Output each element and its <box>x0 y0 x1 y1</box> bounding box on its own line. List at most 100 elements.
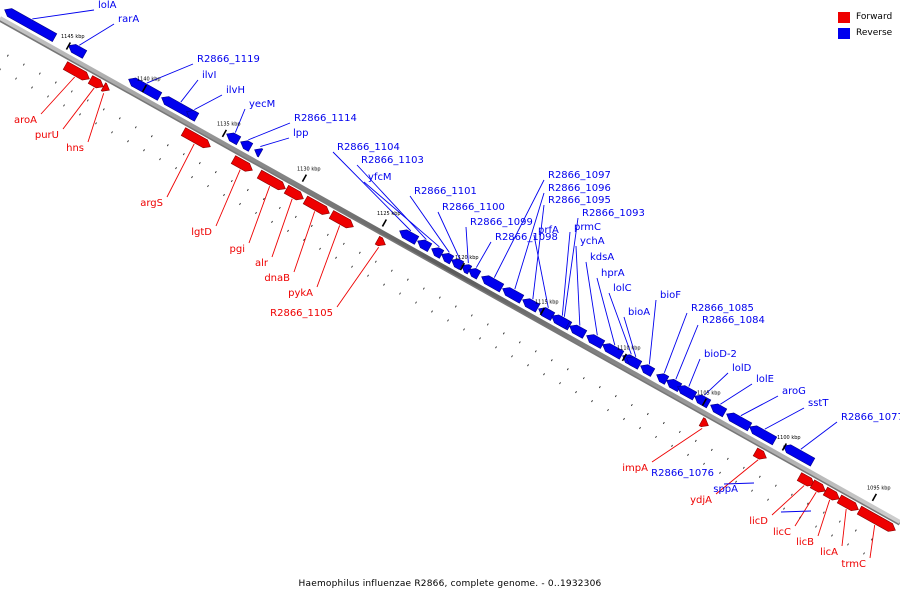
minor-tick <box>534 350 537 353</box>
gene-lold <box>694 394 712 409</box>
leader-arog <box>740 395 779 417</box>
gene-ycha <box>569 324 588 339</box>
gene-r2866-1077 <box>783 444 816 467</box>
minor-tick <box>799 516 801 519</box>
label-args: argS <box>140 198 163 209</box>
minor-tick <box>278 206 281 210</box>
gene-hns <box>100 82 110 92</box>
leader-licb <box>817 499 831 537</box>
leader-r2866-1114 <box>248 122 291 141</box>
genome-caption: Haemophilus influenzae R2866, complete g… <box>298 579 602 589</box>
gene-r2866-1097 <box>481 275 505 293</box>
leader-kdsa <box>585 261 598 336</box>
minor-tick <box>566 368 569 371</box>
gene-dnab <box>302 195 330 215</box>
minor-tick <box>95 122 97 125</box>
leader-lica <box>841 508 847 547</box>
label-prmc: prmC <box>574 222 601 233</box>
gene-ydja <box>752 447 767 460</box>
minor-tick <box>847 543 849 546</box>
legend-forward: Forward <box>838 9 892 25</box>
tick-label: 1105 kbp <box>697 390 721 396</box>
label-ilvh: ilvH <box>226 85 245 96</box>
gene-r2866-1114 <box>240 140 254 152</box>
minor-tick <box>159 158 161 161</box>
minor-tick <box>198 162 201 165</box>
minor-tick <box>47 95 49 98</box>
tick-label: 1130 kbp <box>297 166 321 172</box>
leader-yecm <box>234 108 246 133</box>
leader-lines <box>32 9 876 559</box>
tick-mark <box>221 129 228 138</box>
minor-tick <box>143 149 145 152</box>
label-pgi: pgi <box>230 244 245 255</box>
tick-dots <box>0 54 873 555</box>
backbone-line <box>0 16 900 524</box>
tick-label: 1140 kbp <box>137 77 161 83</box>
label-rara: rarA <box>118 14 139 25</box>
label-yfcm: yfcM <box>368 172 392 183</box>
leader-ilvi <box>180 79 199 103</box>
gene-r2866-1098 <box>468 268 482 280</box>
minor-tick <box>214 171 217 174</box>
tick-label: 1095 kbp <box>867 485 891 491</box>
leader-biof <box>648 299 657 365</box>
label-r2866-1105: R2866_1105 <box>270 308 333 319</box>
leader-ycha <box>575 245 581 326</box>
minor-tick <box>22 63 25 66</box>
minor-tick <box>351 265 353 268</box>
minor-tick <box>863 552 865 555</box>
leader-biod-2 <box>688 358 701 387</box>
leader-r2866-1098 <box>475 241 492 268</box>
minor-tick <box>303 238 305 241</box>
minor-tick <box>550 359 553 362</box>
label-lica: licA <box>820 547 838 558</box>
kbp-ticks: 1145 kbp 1140 kbp 1135 kbp 1130 kbp 1125 kbp… <box>61 34 891 502</box>
leader-r2866-1100 <box>437 211 460 259</box>
minor-tick <box>815 525 817 528</box>
minor-tick <box>591 400 593 403</box>
label-lola: lolA <box>98 0 117 11</box>
minor-tick <box>0 68 1 71</box>
label-lole: lolE <box>756 374 774 385</box>
tick-mark <box>459 262 466 271</box>
minor-tick <box>543 373 545 376</box>
leader-ilvh <box>194 94 223 111</box>
gene-kdsa <box>586 334 606 349</box>
gene-licd <box>796 472 815 487</box>
gene-licc <box>809 479 826 493</box>
label-r2866-1084: R2866_1084 <box>702 315 765 326</box>
gene-puru <box>87 75 104 89</box>
minor-tick <box>182 153 185 156</box>
minor-tick <box>358 251 361 254</box>
tick-mark <box>781 443 788 451</box>
minor-tick <box>790 493 793 496</box>
gene-r2866-1100 <box>451 258 465 271</box>
leader-hpra <box>596 277 616 346</box>
minor-tick <box>486 323 489 326</box>
gene-r2866-1085 <box>656 373 670 385</box>
label-bioa: bioA <box>628 307 650 318</box>
minor-tick <box>166 144 169 147</box>
minor-tick <box>463 328 465 331</box>
gene-biod-2 <box>677 385 698 401</box>
minor-tick <box>742 466 745 469</box>
label-puru: purU <box>35 130 59 141</box>
minor-tick <box>294 215 297 218</box>
gene-prmc <box>551 314 571 330</box>
minor-tick <box>422 287 425 290</box>
gene-impa <box>698 417 709 428</box>
minor-tick <box>623 417 625 421</box>
minor-tick <box>54 81 57 84</box>
label-r2866-1114: R2866_1114 <box>294 113 357 124</box>
label-licb: licB <box>796 537 814 548</box>
label-arog: aroG <box>782 386 806 397</box>
leader-r2866-1085 <box>663 312 688 373</box>
minor-tick <box>399 292 401 295</box>
gene-yfcm <box>431 247 445 259</box>
minor-tick <box>607 408 609 412</box>
gene-aroa <box>62 61 90 81</box>
legend-forward-label: Forward <box>856 12 893 22</box>
leader-pgi <box>248 186 271 244</box>
